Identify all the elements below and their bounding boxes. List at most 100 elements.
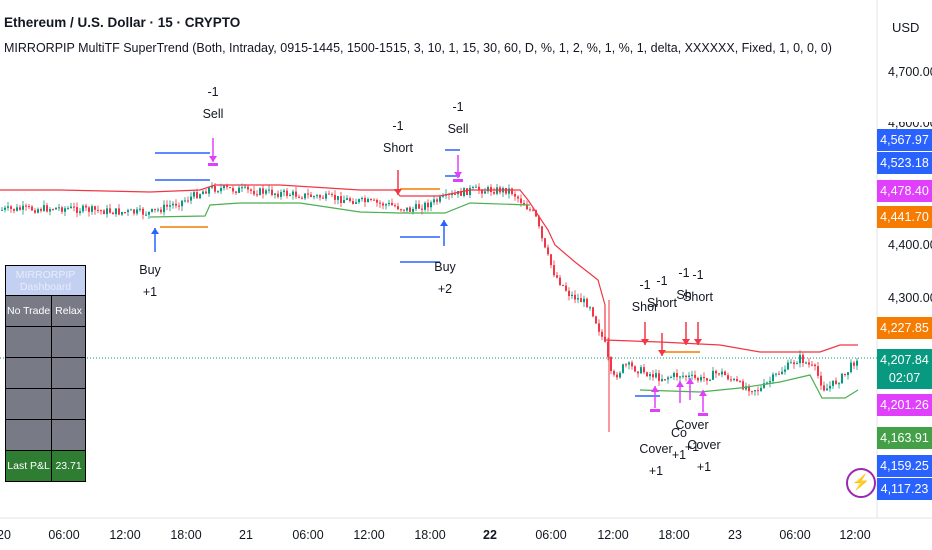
candle-body: [241, 187, 243, 189]
signal-arrow-head: [151, 228, 159, 234]
candle-body: [634, 366, 636, 372]
candle-body: [169, 205, 171, 207]
candle-body: [88, 207, 90, 212]
candle-body: [484, 191, 486, 194]
candle-body: [688, 375, 690, 378]
candle-body: [778, 373, 780, 375]
candle-body: [76, 207, 78, 213]
candle-body: [238, 187, 240, 193]
candle-body: [733, 378, 735, 380]
candle-body: [172, 203, 174, 206]
candle-body: [10, 206, 12, 209]
candle-body: [724, 371, 726, 376]
candle-body: [808, 362, 810, 365]
last-pl-value: 23.71: [51, 450, 86, 482]
candle-body: [358, 199, 360, 203]
currency-label[interactable]: USD: [892, 20, 920, 35]
candle-body: [103, 210, 105, 215]
candle-body: [613, 371, 615, 375]
price-tag: 4,523.18: [877, 152, 932, 174]
candle-body: [289, 195, 291, 197]
candle-body: [817, 366, 819, 376]
candle-body: [469, 187, 471, 195]
candle-body: [253, 190, 255, 195]
candle-body: [247, 186, 249, 190]
time-tick: 18:00: [414, 528, 446, 542]
candle-body: [196, 192, 198, 199]
candle-body: [529, 209, 531, 211]
short-signal-label: -1 Short: [683, 268, 713, 304]
candle-body: [436, 199, 438, 202]
candle-body: [670, 376, 672, 378]
candle-body: [682, 375, 684, 377]
symbol-title[interactable]: Ethereum / U.S. Dollar · 15 · CRYPTO: [4, 15, 241, 30]
candle-body: [526, 205, 528, 210]
trade-advice: Relax: [51, 295, 86, 327]
signal-arrow-head: [394, 189, 402, 195]
candle-body: [274, 193, 276, 195]
indicator-legend[interactable]: MIRRORPIP MultiTF SuperTrend (Both, Intr…: [4, 41, 832, 55]
tradingview-icon[interactable]: ⚡: [846, 468, 876, 498]
candle-body: [466, 188, 468, 195]
candle-body: [832, 380, 834, 386]
supertrend-down-line: [0, 184, 529, 201]
candle-body: [694, 374, 696, 378]
candle-body: [49, 209, 51, 212]
candle-body: [805, 362, 807, 364]
candle-body: [595, 316, 597, 324]
candle-body: [190, 196, 192, 201]
candle-body: [382, 203, 384, 206]
candle-body: [13, 208, 15, 211]
candle-body: [4, 207, 6, 210]
candle-body: [766, 382, 768, 384]
candle-body: [292, 191, 294, 196]
candle-body: [256, 194, 258, 196]
candle-body: [589, 307, 591, 309]
exit-marker: [453, 179, 463, 182]
candle-body: [562, 284, 564, 286]
candle-body: [232, 187, 234, 192]
candle-body: [475, 186, 477, 188]
candle-body: [361, 197, 363, 200]
candle-body: [304, 193, 306, 199]
candle-body: [430, 202, 432, 208]
candle-body: [334, 194, 336, 200]
candle-body: [775, 373, 777, 375]
price-tag: 4,117.23: [877, 478, 932, 500]
candle-body: [736, 378, 738, 382]
candle-body: [517, 196, 519, 199]
candle-body: [616, 374, 618, 378]
candle-body: [718, 373, 720, 375]
candle-body: [385, 204, 387, 206]
candle-body: [52, 209, 54, 211]
candle-body: [322, 197, 324, 199]
candle-body: [541, 226, 543, 239]
candle-body: [205, 191, 207, 194]
candle-body: [577, 298, 579, 300]
candle-body: [214, 185, 216, 192]
candle-body: [838, 383, 840, 385]
candle-body: [433, 199, 435, 203]
candle-body: [424, 202, 426, 210]
candle-body: [454, 193, 456, 195]
candle-body: [346, 198, 348, 200]
signal-arrow-head: [699, 390, 707, 396]
exit-marker: [698, 413, 708, 416]
dashboard-cell: [51, 388, 86, 420]
candle-body: [217, 191, 219, 193]
candle-body: [781, 371, 783, 375]
candle-body: [127, 210, 129, 213]
time-axis[interactable]: 20 06:00 12:00 18:00 21 06:00 12:00 18:0…: [0, 518, 932, 550]
candle-body: [73, 206, 75, 208]
candle-body: [193, 192, 195, 197]
candle-body: [757, 390, 759, 392]
time-tick: 18:00: [170, 528, 202, 542]
time-tick: 06:00: [779, 528, 811, 542]
candle-body: [481, 190, 483, 194]
candle-body: [367, 198, 369, 203]
signal-arrow-head: [682, 339, 690, 345]
candle-body: [271, 189, 273, 195]
candle-body: [61, 207, 63, 212]
candle-body: [307, 193, 309, 195]
